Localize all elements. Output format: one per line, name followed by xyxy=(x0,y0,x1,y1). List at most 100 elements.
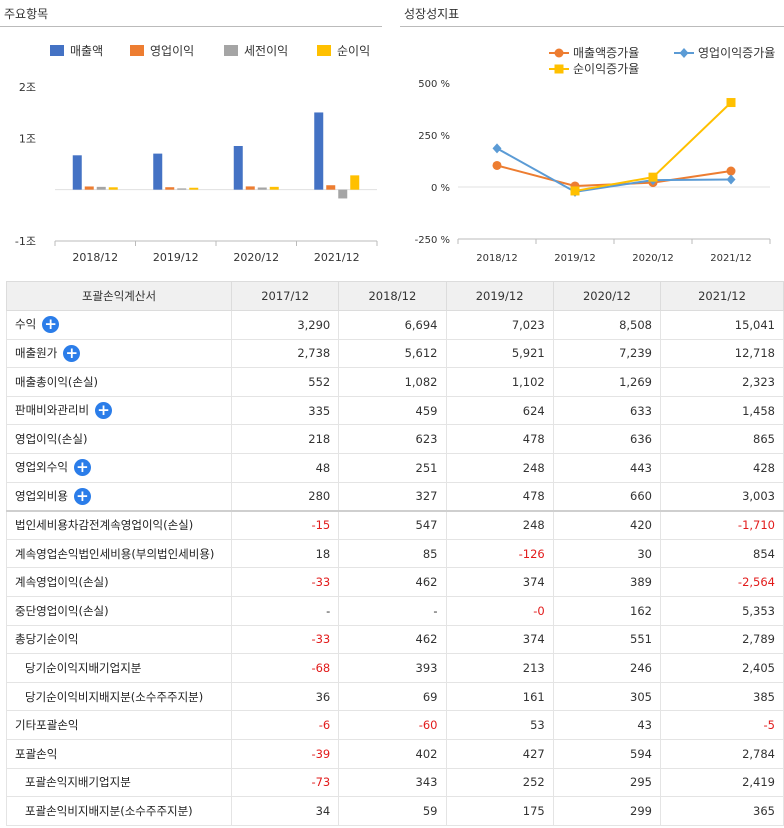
bar-1-0[interactable] xyxy=(85,186,94,189)
bar-0-0[interactable] xyxy=(73,155,82,189)
row-label: 당기순이익지배기업지분 xyxy=(7,654,232,683)
legend-label: 영업이익증가율 xyxy=(698,46,775,60)
row-label-text: 당기순이익비지배지분(소수주주지분) xyxy=(25,690,203,704)
expand-plus-icon[interactable]: + xyxy=(74,459,91,476)
row-value: 5,353 xyxy=(661,596,784,625)
row-value: - xyxy=(339,596,446,625)
row-value: 551 xyxy=(553,625,660,654)
bar-0-3[interactable] xyxy=(314,112,323,189)
bar-2-3[interactable] xyxy=(338,190,347,199)
legend-item-0[interactable]: 매출액 xyxy=(50,44,103,58)
row-value: 393 xyxy=(339,654,446,683)
row-label: 총당기순이익 xyxy=(7,625,232,654)
row-value: 2,784 xyxy=(661,739,784,768)
point-2-3[interactable] xyxy=(727,98,736,107)
row-value: 295 xyxy=(553,768,660,797)
table-row: 포괄손익 -39 402 427 594 2,784 xyxy=(7,739,784,768)
bar-0-2[interactable] xyxy=(234,146,243,190)
legend-item-0[interactable]: 매출액증가율 xyxy=(549,46,639,60)
bar-1-1[interactable] xyxy=(165,187,174,189)
row-value: 552 xyxy=(232,368,339,397)
bar-2-0[interactable] xyxy=(97,187,106,190)
bar-2-2[interactable] xyxy=(258,188,267,190)
row-value: 2,419 xyxy=(661,768,784,797)
x-tick-label: 2021/12 xyxy=(710,253,752,264)
expand-plus-icon[interactable]: + xyxy=(42,316,59,333)
x-tick-label: 2019/12 xyxy=(153,251,199,264)
legend-label: 세전이익 xyxy=(244,44,288,58)
row-value: 6,694 xyxy=(339,311,446,340)
bar-3-1[interactable] xyxy=(189,188,198,190)
row-label-text: 매출총이익(손실) xyxy=(15,375,98,389)
row-value: 248 xyxy=(446,511,553,540)
legend-item-2[interactable]: 세전이익 xyxy=(224,44,288,58)
table-row: 영업이익(손실) 218 623 478 636 865 xyxy=(7,425,784,454)
row-value: 633 xyxy=(553,396,660,425)
header-period: 2017/12 xyxy=(232,282,339,311)
row-value: -126 xyxy=(446,539,553,568)
row-label: 영업이익(손실) xyxy=(7,425,232,454)
y-tick-label: 0 % xyxy=(431,183,450,194)
row-value: -33 xyxy=(232,625,339,654)
point-0-3[interactable] xyxy=(727,167,736,176)
row-value: 43 xyxy=(553,711,660,740)
bar-3-3[interactable] xyxy=(350,175,359,189)
point-0-0[interactable] xyxy=(493,161,502,170)
table-row: 매출원가 +2,738 5,612 5,921 7,239 12,718 xyxy=(7,339,784,368)
header-period: 2020/12 xyxy=(553,282,660,311)
row-value: 343 xyxy=(339,768,446,797)
y-tick-label: 500 % xyxy=(418,79,450,90)
bar-2-1[interactable] xyxy=(177,188,186,189)
row-value: 2,405 xyxy=(661,654,784,683)
row-label-text: 총당기순이익 xyxy=(15,632,78,646)
row-value: 34 xyxy=(232,797,339,826)
row-value: -60 xyxy=(339,711,446,740)
row-label: 영업외비용 + xyxy=(7,482,232,511)
legend-item-1[interactable]: 영업이익 xyxy=(130,44,194,58)
row-value: 335 xyxy=(232,396,339,425)
point-1-3[interactable] xyxy=(727,175,736,185)
point-2-2[interactable] xyxy=(649,173,658,182)
row-value: 478 xyxy=(446,425,553,454)
row-value: 299 xyxy=(553,797,660,826)
row-label: 당기순이익비지배지분(소수주주지분) xyxy=(7,682,232,711)
bar-3-0[interactable] xyxy=(109,187,118,189)
row-label-text: 매출원가 xyxy=(15,346,57,360)
row-value: 162 xyxy=(553,596,660,625)
expand-plus-icon[interactable]: + xyxy=(63,345,80,362)
expand-plus-icon[interactable]: + xyxy=(95,402,112,419)
row-value: 1,082 xyxy=(339,368,446,397)
legend-label: 매출액증가율 xyxy=(573,46,639,60)
bar-1-3[interactable] xyxy=(326,185,335,189)
point-2-1[interactable] xyxy=(571,186,580,195)
table-row: 기타포괄손익 -6 -60 53 43 -5 xyxy=(7,711,784,740)
row-label: 수익 + xyxy=(7,311,232,340)
legend-swatch xyxy=(317,45,331,56)
row-value: -68 xyxy=(232,654,339,683)
row-value: 374 xyxy=(446,625,553,654)
row-value: 462 xyxy=(339,568,446,597)
row-value: 327 xyxy=(339,482,446,511)
row-label-text: 영업이익(손실) xyxy=(15,432,87,446)
row-value: 365 xyxy=(661,797,784,826)
row-value: 660 xyxy=(553,482,660,511)
bar-0-1[interactable] xyxy=(153,154,162,190)
row-value: -5 xyxy=(661,711,784,740)
table-row: 수익 +3,290 6,694 7,023 8,508 15,041 xyxy=(7,311,784,340)
row-label-text: 수익 xyxy=(15,317,36,331)
row-value: 459 xyxy=(339,396,446,425)
legend-item-1[interactable]: 영업이익증가율 xyxy=(674,46,775,60)
legend-item-2[interactable]: 순이익증가율 xyxy=(549,62,639,76)
row-value: 3,003 xyxy=(661,482,784,511)
legend-item-3[interactable]: 순이익 xyxy=(317,44,370,58)
row-value: 248 xyxy=(446,453,553,482)
row-label-text: 포괄손익 xyxy=(15,747,57,761)
expand-plus-icon[interactable]: + xyxy=(74,488,91,505)
row-value: 420 xyxy=(553,511,660,540)
bar-1-2[interactable] xyxy=(246,186,255,189)
row-value: 547 xyxy=(339,511,446,540)
row-value: -73 xyxy=(232,768,339,797)
row-value: 48 xyxy=(232,453,339,482)
point-1-0[interactable] xyxy=(493,143,502,153)
bar-3-2[interactable] xyxy=(270,187,279,190)
